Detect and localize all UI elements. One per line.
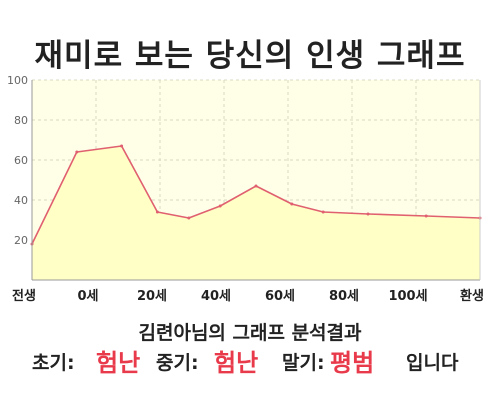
late-label: 말기: — [282, 352, 325, 374]
middle-value: 험난 — [214, 349, 259, 377]
y-tick-label: 20 — [14, 234, 28, 247]
data-point — [75, 150, 79, 154]
x-tick-label: 40세 — [201, 289, 231, 304]
data-point — [290, 202, 294, 206]
middle-label: 중기: — [156, 352, 199, 374]
data-point — [254, 184, 258, 188]
x-tick-label: 20세 — [137, 289, 167, 304]
y-tick-label: 60 — [14, 154, 28, 167]
data-point — [187, 216, 191, 220]
data-point — [218, 204, 222, 208]
x-tick-label: 환생 — [460, 288, 484, 304]
data-point — [120, 144, 124, 148]
early-label: 초기: — [32, 352, 75, 374]
x-tick-label: 0세 — [77, 289, 98, 304]
x-tick-label: 전생 — [12, 288, 36, 304]
data-point — [366, 212, 370, 216]
y-tick-label: 40 — [14, 194, 28, 207]
y-tick-label: 80 — [14, 114, 28, 127]
result-summary: 초기: 험난 중기: 험난 말기: 평범 입니다 — [0, 346, 500, 380]
x-tick-label: 100세 — [388, 289, 427, 304]
y-tick-label: 100 — [7, 74, 28, 87]
late-value: 평범 — [330, 349, 375, 377]
series-line — [31, 145, 481, 245]
early-value: 험난 — [96, 349, 141, 377]
result-suffix: 입니다 — [406, 352, 459, 374]
series-area — [32, 146, 480, 280]
page-title: 재미로 보는 당신의 인생 그래프 — [34, 38, 466, 74]
data-point — [424, 214, 428, 218]
life-graph-chart: 20 40 60 80 100 전생 0세 20세 40세 60세 80세 100세 환생 — [7, 74, 484, 304]
data-point — [321, 210, 325, 214]
result-heading: 김련아님의 그래프 분석결과 — [138, 322, 362, 344]
x-tick-label: 80세 — [329, 289, 359, 304]
data-point — [155, 210, 159, 214]
x-tick-label: 60세 — [265, 289, 295, 304]
